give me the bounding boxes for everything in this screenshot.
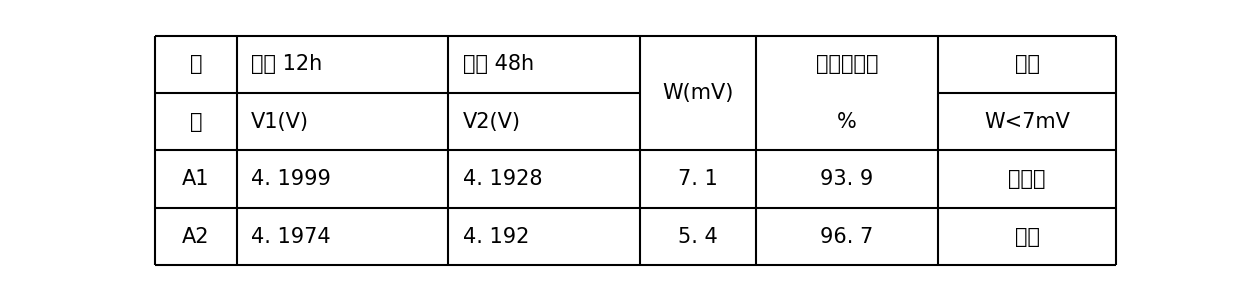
Text: 93. 9: 93. 9 [821,169,873,189]
Text: 合格: 合格 [1014,226,1039,246]
Text: 7. 1: 7. 1 [678,169,718,189]
Text: W<7mV: W<7mV [985,112,1070,132]
Text: 号: 号 [190,112,202,132]
Text: 5. 4: 5. 4 [678,226,718,246]
Text: A1: A1 [182,169,210,189]
Text: A2: A2 [182,226,210,246]
Text: 荷电保持率: 荷电保持率 [816,55,878,74]
Text: 4. 1928: 4. 1928 [463,169,542,189]
Text: 判定: 判定 [1014,55,1039,74]
Text: 4. 1974: 4. 1974 [250,226,331,246]
Text: 4. 192: 4. 192 [463,226,529,246]
Text: 编: 编 [190,55,202,74]
Text: V1(V): V1(V) [250,112,309,132]
Text: 不合格: 不合格 [1008,169,1045,189]
Text: 4. 1999: 4. 1999 [250,169,331,189]
Text: 静置 12h: 静置 12h [250,55,322,74]
Text: V2(V): V2(V) [463,112,521,132]
Text: %: % [837,112,857,132]
Text: W(mV): W(mV) [662,83,734,103]
Text: 96. 7: 96. 7 [821,226,873,246]
Text: 静置 48h: 静置 48h [463,55,533,74]
